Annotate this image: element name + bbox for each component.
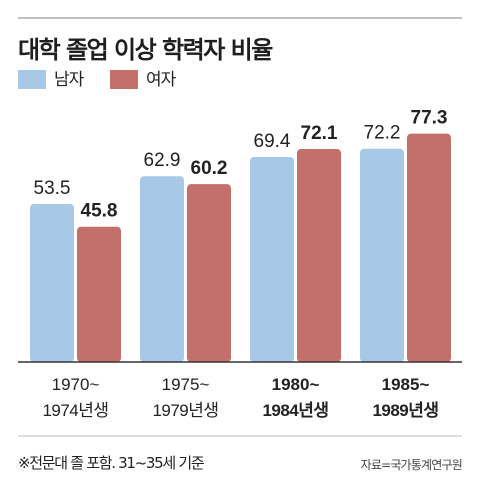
value-label-male-3: 69.4 <box>254 131 291 152</box>
bar-female-3 <box>297 149 341 362</box>
footnote: ※전문대 졸 포함. 31~35세 기준 <box>18 454 205 472</box>
category-label-1-line1: 1970~ <box>52 375 100 394</box>
legend-swatch-male <box>18 70 46 89</box>
bar-female-2 <box>187 184 231 362</box>
category-label-2-line1: 1975~ <box>162 375 210 394</box>
source-note: 자료=국가통계연구원 <box>360 458 463 472</box>
category-label-4-line1: 1985~ <box>382 375 430 394</box>
top-rule <box>18 17 462 19</box>
bar-male-2 <box>140 176 184 362</box>
legend-swatch-female <box>110 70 138 89</box>
legend-label-male: 남자 <box>54 70 84 90</box>
category-label-1-line2: 1974년생 <box>42 401 108 420</box>
bar-female-1 <box>77 226 121 362</box>
category-label-4-line2: 1989년생 <box>372 401 438 420</box>
value-label-male-4: 72.2 <box>364 123 401 144</box>
value-label-male-2: 62.9 <box>144 150 181 171</box>
value-label-female-4: 77.3 <box>411 108 448 129</box>
bar-female-4 <box>407 133 451 362</box>
chart-title: 대학 졸업 이상 학력자 비율 <box>18 36 273 64</box>
bar-male-1 <box>30 203 74 362</box>
legend-label-female: 여자 <box>146 70 176 90</box>
value-label-female-1: 45.8 <box>81 201 118 222</box>
bar-male-4 <box>360 148 404 362</box>
value-label-female-2: 60.2 <box>191 158 228 179</box>
category-label-3-line2: 1984년생 <box>262 401 328 420</box>
value-label-female-3: 72.1 <box>301 123 338 144</box>
value-label-male-1: 53.5 <box>34 178 71 199</box>
bar-male-3 <box>250 156 294 362</box>
category-label-2-line2: 1979년생 <box>152 401 218 420</box>
category-label-3-line1: 1980~ <box>272 375 320 394</box>
